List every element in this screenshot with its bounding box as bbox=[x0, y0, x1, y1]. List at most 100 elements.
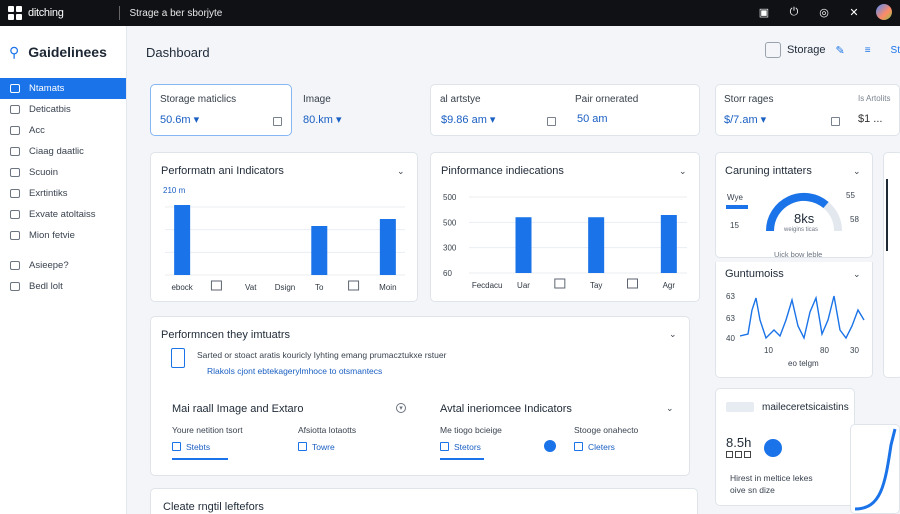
x-tick-label: Moin bbox=[379, 283, 396, 292]
sidebar-item-ciaag[interactable]: Ciaag daatlic bbox=[0, 141, 126, 162]
sub-link[interactable]: Towre bbox=[312, 442, 335, 452]
topbar-divider bbox=[118, 6, 120, 20]
x-tick-label: Dsign bbox=[275, 283, 295, 292]
box-indicators bbox=[726, 451, 751, 458]
sidebar-item-ntamats[interactable]: Ntamats bbox=[0, 78, 126, 99]
chart-bar bbox=[379, 219, 396, 275]
section-link[interactable]: Rlakols cjont ebtekagerylmhoce to otsman… bbox=[207, 366, 383, 376]
chart-card-mid: Pinformance indiecations ⌄ Fecdacu Uar Tay… bbox=[430, 152, 700, 302]
settings-icon[interactable]: ◎ bbox=[819, 6, 829, 19]
chart-title: Pinformance indiecations bbox=[441, 165, 564, 177]
menu-item-icon bbox=[10, 189, 20, 198]
storage-tab-icon[interactable]: ≡ bbox=[864, 44, 871, 56]
stat-value: $/7.am ▾ bbox=[724, 114, 767, 126]
stat-checkbox[interactable] bbox=[547, 117, 556, 126]
x-tick: 80 bbox=[820, 346, 829, 355]
chevron-down-icon[interactable]: ⌄ bbox=[679, 166, 687, 176]
stat-value: 50 am bbox=[577, 113, 608, 125]
sidebar-item-mion[interactable]: Mion fetvie bbox=[0, 225, 126, 246]
link-icon bbox=[440, 442, 449, 451]
menu-item-icon bbox=[10, 168, 20, 177]
chevron-down-icon[interactable]: ⌄ bbox=[853, 269, 861, 279]
sub-link[interactable]: Cleters bbox=[588, 442, 615, 452]
stat-label: Storr rages bbox=[724, 94, 774, 105]
stat-card-image[interactable]: Image 80.km ▾ bbox=[294, 84, 416, 136]
gauge-sub: weigins ticas bbox=[784, 227, 819, 233]
side-curve-card bbox=[850, 424, 900, 514]
x-axis-icon bbox=[627, 278, 638, 289]
bottom-card-title: Cleate rngtil leftefors bbox=[163, 501, 264, 513]
x-tick-label: Uar bbox=[517, 281, 530, 290]
avatar[interactable] bbox=[876, 4, 892, 20]
stat-card-storage[interactable]: Storage maticlics 50.6m ▾ bbox=[150, 84, 292, 136]
y-tick: 63 bbox=[726, 292, 735, 301]
stat-label: Storage maticlics bbox=[160, 94, 237, 105]
sidebar-item-deticatbis[interactable]: Deticatbis bbox=[0, 99, 126, 120]
chart-title: Performatn ani Indicators bbox=[161, 165, 284, 177]
curve-chart bbox=[854, 428, 897, 511]
chart-bar bbox=[660, 215, 677, 273]
sub-link[interactable]: Stetors bbox=[454, 442, 481, 452]
sidebar-item-acc[interactable]: Acc bbox=[0, 120, 126, 141]
underline bbox=[172, 458, 228, 460]
sidebar-item-bedl[interactable]: Bedl lolt bbox=[0, 276, 126, 297]
chevron-down-icon[interactable]: ⌄ bbox=[397, 166, 405, 176]
page-header: Dashboard Storage ✎ ≡ St bbox=[128, 26, 900, 78]
stat-card-group-b: al artstye $9.86 am ▾ Pair ornerated 50 … bbox=[430, 84, 700, 136]
sub-card-left: Mai raall Image and Extaro ▾ Youre netit… bbox=[159, 389, 415, 469]
gauge-footer: Uick bow leble bbox=[774, 250, 823, 259]
chart-bar bbox=[515, 217, 532, 273]
sub-link[interactable]: Stebts bbox=[186, 442, 211, 452]
info-icon[interactable]: ▾ bbox=[396, 403, 406, 413]
st-link[interactable]: St bbox=[890, 44, 900, 56]
status-dot-icon[interactable] bbox=[544, 440, 556, 452]
stat-value: $1 ... bbox=[858, 113, 883, 125]
x-axis-icon bbox=[554, 278, 566, 289]
sidebar-item-exvate[interactable]: Exvate atoltaiss bbox=[0, 204, 126, 225]
sidebar-item-exrtintiks[interactable]: Exrtintiks bbox=[0, 183, 126, 204]
stat-checkbox[interactable] bbox=[831, 117, 840, 126]
chart-bar bbox=[588, 217, 605, 273]
gauge-value: 8ks bbox=[794, 211, 815, 226]
stat-checkbox[interactable] bbox=[273, 117, 282, 126]
stat-label: al artstye bbox=[440, 94, 481, 105]
side-stats-desc: Hirest in meltice lekes bbox=[730, 473, 813, 483]
storage-button[interactable]: Storage bbox=[786, 44, 826, 56]
y-axis-top-label: 210 m bbox=[163, 186, 186, 195]
sub-label: Stooge onahecto bbox=[574, 425, 639, 435]
performance-section: Performncen they imtuatrs ⌄ Sarted or st… bbox=[150, 316, 690, 476]
edit-icon[interactable]: ✎ bbox=[835, 44, 845, 57]
chevron-down-icon[interactable]: ⌄ bbox=[669, 329, 677, 339]
sidebar-title: Gaidelinees bbox=[28, 44, 107, 60]
y-tick: 40 bbox=[726, 334, 735, 343]
chevron-down-icon[interactable]: ⌄ bbox=[853, 166, 861, 176]
breadcrumb[interactable]: Strage a ber sborjyte bbox=[129, 7, 223, 19]
stat-value: 50.6m ▾ bbox=[160, 114, 200, 126]
chart-title: Caruning inttaters bbox=[725, 165, 812, 177]
page-title: Dashboard bbox=[146, 44, 210, 60]
x-tick-label: ebock bbox=[171, 283, 193, 292]
side-stats-title: maileceretsicaistins bbox=[762, 402, 849, 413]
sidebar-item-scuoin[interactable]: Scuoin bbox=[0, 162, 126, 183]
link-icon bbox=[574, 442, 583, 451]
section-title: Performncen they imtuatrs bbox=[161, 329, 290, 341]
x-tick-label: Agr bbox=[663, 281, 676, 290]
chevron-down-icon[interactable]: ⌄ bbox=[666, 403, 674, 413]
window-icon[interactable]: ▣ bbox=[758, 6, 770, 19]
sub-title: Mai raall Image and Extaro bbox=[172, 403, 304, 415]
tools-icon[interactable]: ✕ bbox=[849, 6, 859, 19]
stat-label: Pair ornerated bbox=[575, 94, 639, 105]
bottom-card: Cleate rngtil leftefors bbox=[150, 488, 698, 514]
home-icon[interactable] bbox=[764, 42, 781, 58]
stat-value: $9.86 am ▾ bbox=[441, 114, 496, 126]
stat-label: Is Artolits bbox=[858, 94, 891, 103]
gauge-right-bottom: 58 bbox=[850, 215, 859, 224]
power-icon[interactable]: ⏻ bbox=[789, 5, 799, 18]
stat-label: Image bbox=[303, 94, 331, 105]
top-bar: ditching Strage a ber sborjyte ▣ ⏻ ◎ ✕ bbox=[0, 0, 900, 26]
stat-card-group-c: Storr rages $/7.am ▾ Is Artolits $1 ... bbox=[715, 84, 900, 136]
app-grid-icon[interactable] bbox=[8, 6, 22, 20]
search-icon[interactable]: ⚲ bbox=[9, 43, 20, 60]
y-tick-label: 500 bbox=[443, 218, 457, 227]
sidebar-item-asieepe[interactable]: Asieepe? bbox=[0, 255, 126, 276]
